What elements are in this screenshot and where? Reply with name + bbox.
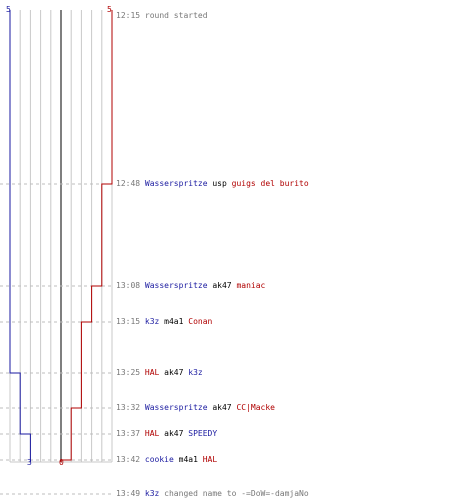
event-time: 12:15 <box>116 11 145 20</box>
event-text-weapon: m4a1 <box>159 317 189 326</box>
event-row: 12:15 round started <box>116 10 208 22</box>
event-row: 12:48 Wasserspritze usp guigs del burito <box>116 178 309 190</box>
event-text-red: CC|Macke <box>236 403 275 412</box>
red-team-start-count: 5 <box>107 5 112 14</box>
event-text-weapon: m4a1 <box>173 455 203 464</box>
event-row: 13:49 k3z changed name to -=DoW=-damjaNo <box>116 488 309 500</box>
event-text-neutral: changed name to -=DoW=-damjaNo <box>159 489 309 498</box>
event-text-red: maniac <box>236 281 266 290</box>
event-text-weapon: ak47 <box>159 368 189 377</box>
event-dash-lines <box>0 183 113 495</box>
event-time: 13:08 <box>116 281 145 290</box>
event-text-blue: Wasserspritze <box>144 403 208 412</box>
event-text-weapon: ak47 <box>159 429 189 438</box>
event-text-blue: k3z <box>188 368 203 377</box>
event-text-blue: Wasserspritze <box>144 179 208 188</box>
event-time: 13:42 <box>116 455 145 464</box>
event-text-blue: cookie <box>144 455 174 464</box>
event-text-red: HAL <box>144 368 160 377</box>
event-time: 13:32 <box>116 403 145 412</box>
event-text-red: HAL <box>144 429 160 438</box>
event-row: 13:25 HAL ak47 k3z <box>116 367 203 379</box>
event-row: 13:42 cookie m4a1 HAL <box>116 454 217 466</box>
blue-team-alive-line <box>9 10 31 462</box>
event-time: 13:37 <box>116 429 145 438</box>
event-text-blue: k3z <box>144 489 160 498</box>
blue-team-end-count: 3 <box>27 458 32 467</box>
event-text-blue: SPEEDY <box>188 429 218 438</box>
event-text-red: Conan <box>188 317 213 326</box>
event-text-red: guigs del burito <box>231 179 309 188</box>
event-row: 13:37 HAL ak47 SPEEDY <box>116 428 217 440</box>
event-time: 13:49 <box>116 489 145 498</box>
score-grid <box>9 10 113 463</box>
event-text-blue: Wasserspritze <box>144 281 208 290</box>
event-text-weapon: ak47 <box>207 281 237 290</box>
event-row: 13:15 k3z m4a1 Conan <box>116 316 212 328</box>
event-text-weapon: ak47 <box>207 403 237 412</box>
event-text-blue: k3z <box>144 317 160 326</box>
red-team-alive-line <box>60 10 113 462</box>
event-text-weapon: usp <box>207 179 232 188</box>
red-team-end-count: 0 <box>59 458 64 467</box>
event-text-neutral: round started <box>144 11 208 20</box>
event-text-red: HAL <box>202 455 218 464</box>
blue-team-start-count: 5 <box>6 5 11 14</box>
event-row: 13:32 Wasserspritze ak47 CC|Macke <box>116 402 275 414</box>
event-time: 12:48 <box>116 179 145 188</box>
event-time: 13:25 <box>116 368 145 377</box>
event-time: 13:15 <box>116 317 145 326</box>
event-row: 13:08 Wasserspritze ak47 maniac <box>116 280 265 292</box>
